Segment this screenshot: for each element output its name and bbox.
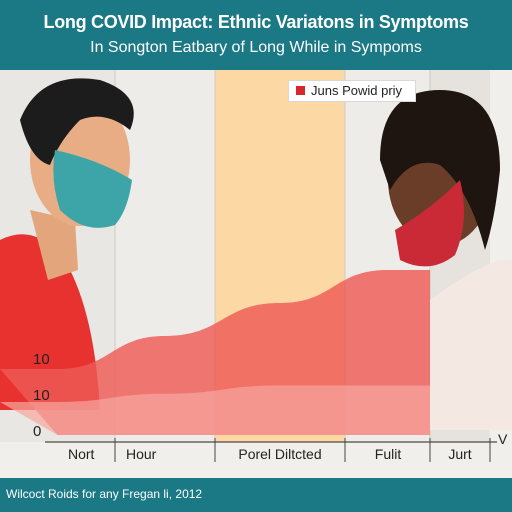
left-figure-mask [53, 150, 133, 228]
area-series-2 [0, 385, 460, 435]
left-figure-shirt [0, 234, 100, 410]
x-tick-label: Nort [68, 446, 95, 462]
right-figure-shirt [430, 260, 512, 430]
y-tick-label: 10 [33, 351, 50, 368]
chart-title: Long COVID Impact: Ethnic Variatons in S… [43, 12, 469, 32]
left-figure-hair [20, 78, 134, 165]
y-tick-label: 10 [33, 387, 50, 404]
illustration-figures [0, 78, 512, 430]
x-tick-label: Jurt [448, 446, 471, 462]
chart-axis: 0 10 10 Nort Hour Porel Diltcted Fulit Jurt V [33, 351, 508, 462]
left-figure-neck [30, 210, 78, 280]
x-tick-label: Fulit [375, 446, 402, 462]
y-tick-label: 0 [33, 423, 41, 440]
x-tick-label: Hour [126, 446, 157, 462]
legend-swatch [296, 86, 305, 95]
footer-bar: Wilcoct Roids for any Fregan li, 2012 [0, 478, 512, 512]
header-bar: Long COVID Impact: Ethnic Variatons in S… [0, 0, 512, 70]
x-tick-label: Porel Diltcted [238, 446, 321, 462]
footer-text: Wilcoct Roids for any Fregan li, 2012 [6, 487, 203, 501]
chart-canvas: 0 10 10 Nort Hour Porel Diltcted Fulit Jurt V [0, 70, 512, 462]
legend-label: Juns Powid priy [311, 83, 403, 98]
right-figure-mask [395, 180, 464, 267]
area-series [0, 270, 460, 435]
chart-subtitle: In Songton Eatbary of Long While in Symp… [90, 39, 422, 56]
x-axis-end-label: V [498, 431, 508, 447]
right-figure-hair [380, 90, 500, 250]
chart-legend: Juns Powid priy [288, 80, 416, 102]
